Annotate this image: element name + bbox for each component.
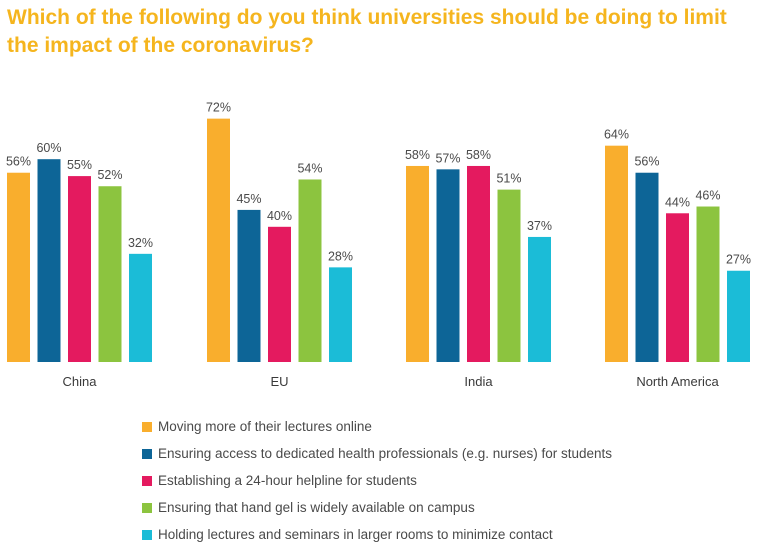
bar-china-series-3 — [68, 176, 91, 362]
legend-item: Establishing a 24-hour helpline for stud… — [142, 467, 612, 494]
value-label: 28% — [328, 249, 353, 263]
legend-label: Moving more of their lectures online — [158, 419, 372, 434]
legend-item: Moving more of their lectures online — [142, 413, 612, 440]
category-label: North America — [636, 374, 719, 389]
bar-eu-series-4 — [298, 179, 322, 362]
value-label: 58% — [466, 148, 491, 162]
value-label: 56% — [6, 155, 31, 169]
legend-label: Establishing a 24-hour helpline for stud… — [158, 473, 417, 488]
value-label: 55% — [67, 158, 92, 172]
value-label: 37% — [527, 219, 552, 233]
bar-china-series-5 — [129, 253, 152, 362]
legend-label: Ensuring that hand gel is widely availab… — [158, 500, 475, 515]
bar-eu-series-2 — [237, 209, 261, 362]
value-label: 64% — [604, 128, 629, 142]
bar-chart: 56% 60% 55% 52% 32% 72% 45% 40% 54% 28% 58% 57% 58% 5… — [6, 101, 751, 389]
bar-india-series-1 — [406, 165, 429, 362]
value-label: 58% — [405, 148, 430, 162]
legend-swatch — [142, 448, 152, 459]
value-label: 52% — [97, 168, 122, 182]
category-label: China — [63, 374, 98, 389]
legend: Moving more of their lectures online Ensu… — [142, 413, 612, 548]
bar-eu-series-1 — [207, 118, 230, 362]
bar-china-series-2 — [37, 159, 61, 362]
bar-india-series-4 — [497, 189, 521, 362]
bar-china-series-1 — [7, 172, 30, 362]
legend-swatch — [142, 475, 152, 486]
category-labels-layer: China EU India North America — [63, 374, 720, 389]
bar-india-series-2 — [436, 169, 460, 362]
bars-layer — [7, 118, 750, 362]
bar-india-series-3 — [467, 165, 490, 362]
legend-label: Holding lectures and seminars in larger … — [158, 527, 553, 542]
value-label: 51% — [496, 172, 521, 186]
category-label: EU — [270, 374, 288, 389]
value-label: 57% — [435, 151, 460, 165]
value-label: 27% — [726, 253, 751, 267]
bar-china-series-4 — [98, 186, 122, 362]
value-label: 72% — [206, 101, 231, 115]
value-label: 56% — [634, 155, 659, 169]
bar-india-series-5 — [528, 236, 551, 362]
value-label: 40% — [267, 209, 292, 223]
legend-label: Ensuring access to dedicated health prof… — [158, 446, 613, 461]
value-label: 60% — [36, 141, 61, 155]
value-label: 45% — [236, 192, 261, 206]
value-labels-layer: 56% 60% 55% 52% 32% 72% 45% 40% 54% 28% 58% 57% 58% 5… — [6, 101, 751, 267]
bar-north-america-series-1 — [605, 145, 628, 362]
legend-swatch — [142, 502, 152, 513]
bar-north-america-series-4 — [696, 206, 720, 362]
value-label: 44% — [665, 195, 690, 209]
bar-north-america-series-2 — [635, 172, 659, 362]
legend-item: Holding lectures and seminars in larger … — [142, 521, 612, 548]
chart-title: Which of the following do you think univ… — [7, 6, 727, 57]
legend-item: Ensuring that hand gel is widely availab… — [142, 494, 612, 521]
bar-north-america-series-3 — [666, 213, 689, 362]
value-label: 46% — [695, 189, 720, 203]
bar-eu-series-5 — [329, 267, 352, 362]
legend-item: Ensuring access to dedicated health prof… — [142, 440, 612, 467]
value-label: 32% — [128, 236, 153, 250]
value-label: 54% — [297, 161, 322, 175]
legend-swatch — [142, 421, 152, 432]
category-label: India — [464, 374, 493, 389]
legend-swatch — [142, 529, 152, 540]
bar-north-america-series-5 — [727, 270, 750, 362]
bar-eu-series-3 — [268, 226, 291, 362]
